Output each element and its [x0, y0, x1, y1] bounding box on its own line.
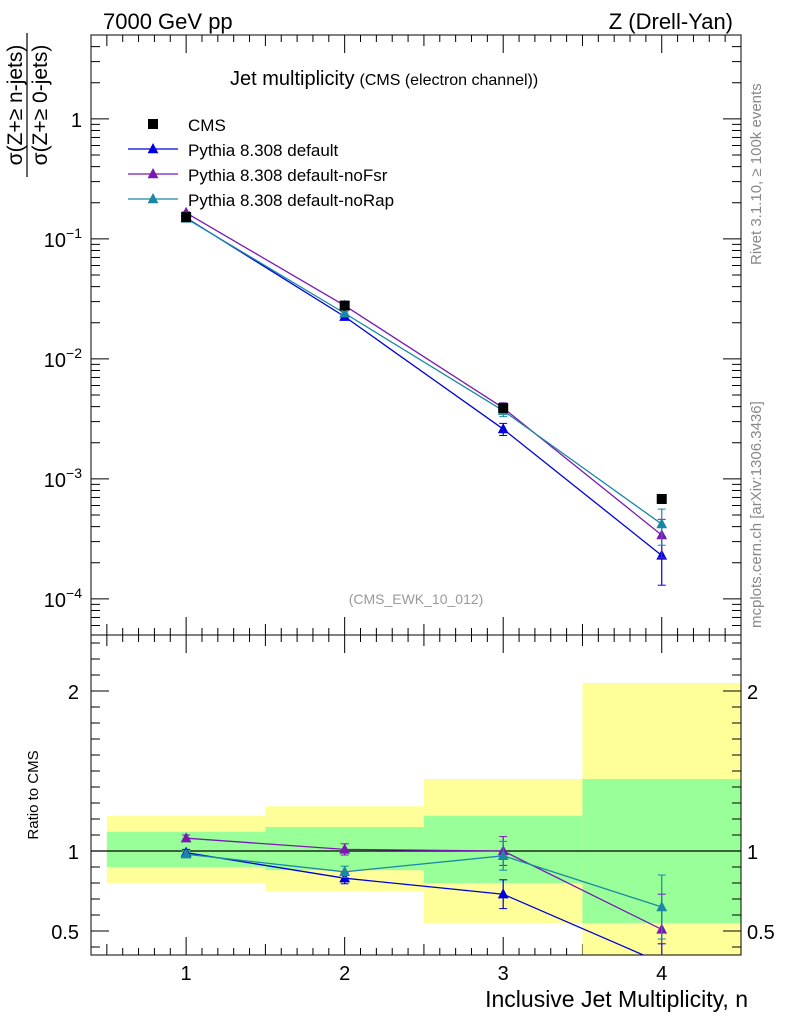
ratio-marker — [497, 888, 509, 899]
chart-title-main: Jet multiplicity — [230, 68, 354, 90]
main-series — [180, 206, 668, 586]
y-axis-denominator: σ(Z+≥ 0-jets) — [29, 45, 52, 166]
header-right: Z (Drell-Yan) — [609, 9, 733, 34]
legend: CMS Pythia 8.308 default Pythia 8.308 defa… — [128, 116, 394, 210]
series-line — [185, 212, 663, 536]
data-marker — [181, 212, 192, 223]
ratio-marker — [339, 865, 351, 876]
x-tick-label: 1 — [181, 963, 192, 985]
legend-marker — [147, 193, 159, 204]
y-axis-title: σ(Z+≥ n-jets) σ(Z+≥ 0-jets) — [4, 33, 52, 177]
legend-label: Pythia 8.308 default-noFsr — [188, 166, 388, 185]
y-tick-label: 0.5 — [51, 922, 79, 944]
ratio-frame — [90, 634, 742, 956]
y-tick-label: 1 — [71, 110, 82, 132]
mcplots-label: mcplots.cern.ch [arXiv:1306.3436] — [748, 401, 765, 628]
y-axis-numerator: σ(Z+≥ n-jets) — [4, 45, 27, 166]
ratio-line — [186, 853, 662, 908]
data-marker — [339, 300, 350, 311]
series-line — [185, 217, 663, 525]
data-marker — [656, 493, 667, 504]
chart-title: Jet multiplicity (CMS (electron channel)) — [230, 68, 538, 90]
ratio-marker — [497, 849, 509, 860]
legend-marker — [147, 168, 159, 179]
y-tick-label: 10−1 — [44, 225, 82, 252]
y-tick-label-right: 1 — [747, 842, 758, 864]
legend-label: CMS — [188, 116, 226, 135]
ratio-marker — [180, 848, 192, 859]
analysis-watermark: (CMS_EWK_10_012) — [349, 591, 484, 607]
ratio-marker — [656, 901, 668, 912]
rivet-label: Rivet 3.1.10, ≥ 100k events — [748, 83, 765, 265]
y-tick-label: 10−2 — [44, 345, 82, 372]
ratio-line — [186, 837, 663, 930]
ratio-y-axis-title: Ratio to CMS — [25, 750, 42, 839]
x-tick-label: 2 — [339, 963, 350, 985]
y-ticks-main — [91, 34, 741, 636]
data-marker — [498, 402, 509, 413]
y-tick-label: 1 — [68, 842, 79, 864]
legend-marker — [148, 119, 158, 129]
y-tick-label: 10−3 — [44, 465, 82, 492]
x-axis-title: Inclusive Jet Multiplicity, n — [485, 986, 748, 1012]
uncertainty-bands — [106, 683, 741, 955]
y-tick-label-right: 2 — [747, 682, 758, 704]
x-tick-label: 4 — [656, 963, 667, 985]
main-panel: 1 10−1 10−2 10−3 10−4 σ(Z+≥ n-jets) σ(Z+≥ 0-je… — [4, 33, 742, 955]
legend-label: Pythia 8.308 default — [188, 141, 339, 160]
legend-marker — [147, 143, 159, 154]
x-tick-label: 3 — [498, 963, 509, 985]
y-tick-label: 2 — [68, 682, 79, 704]
ratio-marker — [339, 843, 351, 854]
y-tick-label-right: 0.5 — [747, 922, 775, 944]
header-left: 7000 GeV pp — [103, 9, 233, 34]
series-line — [185, 217, 663, 556]
ratio-line — [186, 851, 645, 955]
ratio-marker — [180, 832, 192, 843]
series-marker — [497, 423, 509, 434]
series-marker — [656, 518, 668, 529]
y-tick-label: 10−4 — [44, 585, 82, 612]
ratio-series — [180, 832, 668, 955]
series-marker — [339, 307, 351, 318]
chart-subtitle: (CMS (electron channel)) — [359, 72, 538, 89]
legend-label: Pythia 8.308 default-noRap — [188, 191, 394, 210]
